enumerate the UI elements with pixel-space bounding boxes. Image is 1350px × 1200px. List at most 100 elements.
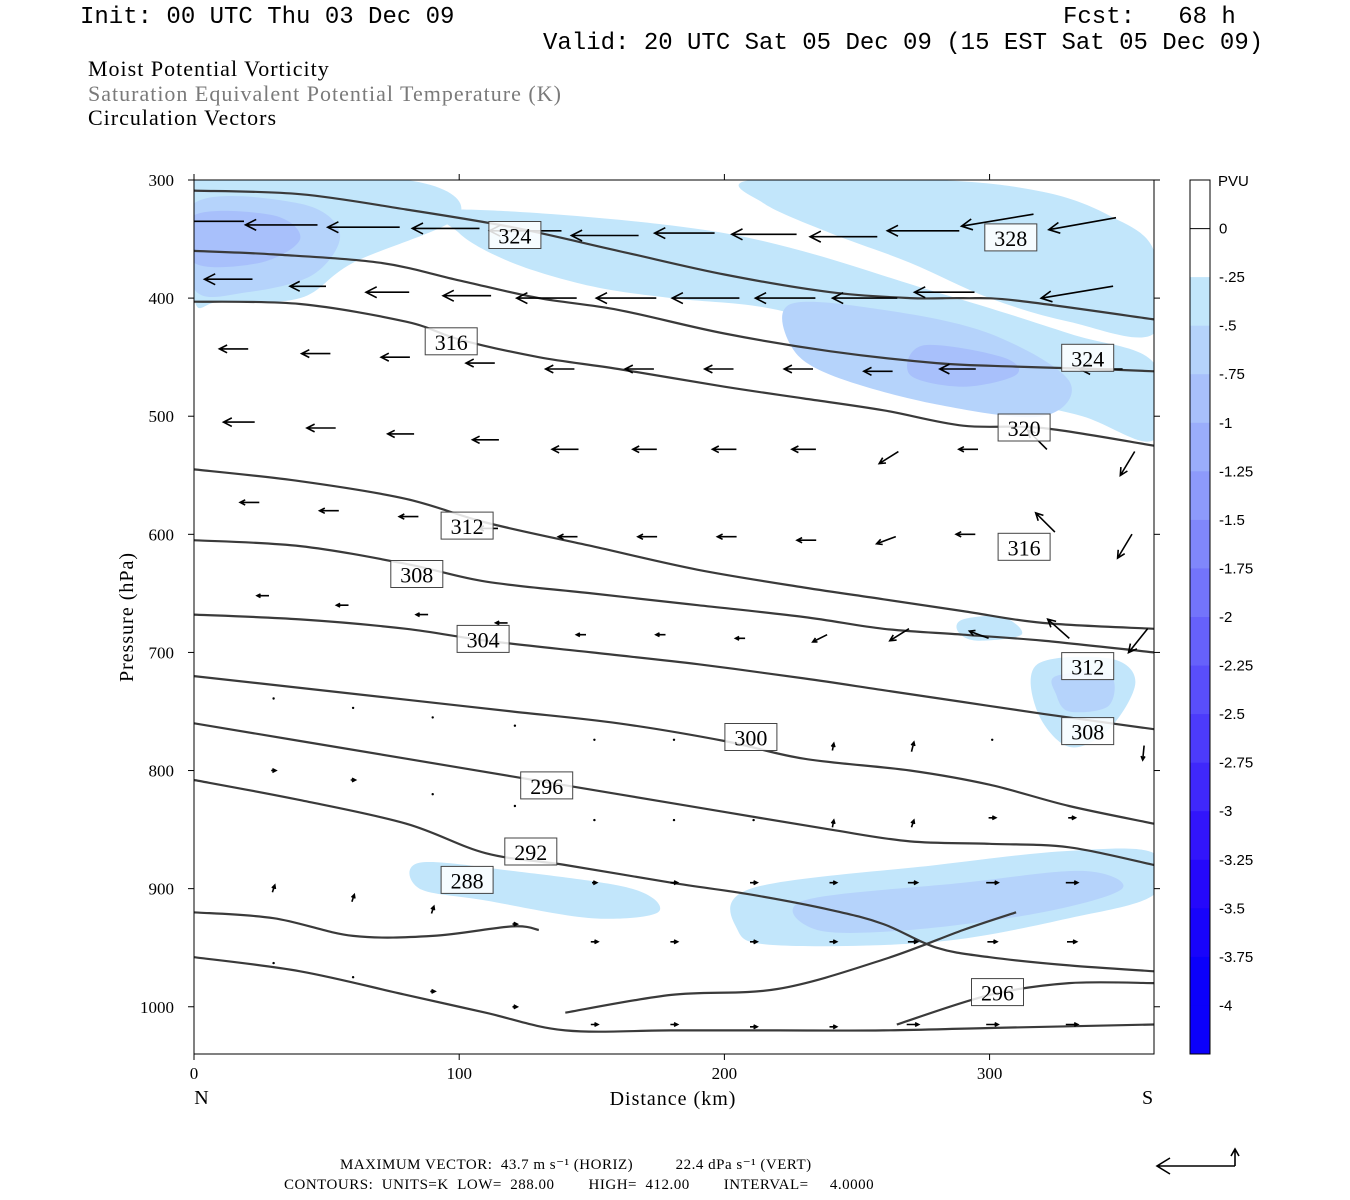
contour-label: 324 — [1061, 343, 1115, 372]
contour-label-text: 296 — [981, 981, 1014, 1006]
contour-label: 296 — [520, 771, 574, 800]
circulation-vector — [829, 880, 839, 886]
circulation-vector — [414, 612, 429, 618]
circulation-vector — [202, 273, 253, 286]
vector-dot — [593, 818, 596, 822]
circulation-vector — [305, 423, 336, 433]
circulation-vector — [811, 633, 828, 643]
theta-es-contour — [194, 778, 1154, 973]
circulation-vector — [782, 364, 813, 374]
circulation-vector — [397, 513, 419, 520]
circulation-vector — [750, 939, 759, 945]
circulation-vector — [829, 1024, 839, 1030]
colorbar-label: -1 — [1219, 415, 1232, 432]
vector-dot — [513, 724, 517, 727]
colorbar-segment — [1190, 180, 1210, 230]
circulation-vector — [790, 445, 816, 454]
circulation-vector — [652, 226, 715, 240]
contour-label: 288 — [440, 865, 494, 894]
circulation-vector — [1127, 628, 1149, 654]
contour-label-box — [488, 221, 542, 249]
circulation-vector — [238, 499, 260, 506]
circulation-vector — [907, 880, 920, 886]
contour-label: 316 — [424, 327, 478, 356]
circulation-vector — [912, 286, 975, 299]
colorbar-label: 0 — [1219, 221, 1227, 238]
circulation-vector — [670, 291, 740, 305]
circulation-vector — [1065, 880, 1080, 886]
circulation-vector — [670, 1021, 680, 1028]
vector-dot — [752, 818, 755, 822]
contour-label: 296 — [971, 978, 1024, 1007]
circulation-vector — [938, 363, 976, 375]
contour-label-text: 300 — [734, 726, 767, 751]
contour-label: 320 — [997, 413, 1051, 442]
circulation-vector — [512, 1004, 520, 1010]
circulation-vector — [959, 213, 1034, 231]
circulation-vector — [594, 291, 657, 305]
circulation-vector — [906, 1021, 921, 1028]
colorbar-label: -3.25 — [1219, 852, 1253, 869]
theta-es-contours — [194, 189, 1154, 1033]
forecast-hour: Fcst: 68 h — [1063, 4, 1236, 31]
max-vector-note: MAXIMUM VECTOR: 43.7 m s⁻¹ (HORIZ) 22.4 … — [340, 1157, 812, 1173]
pv-region — [1051, 671, 1115, 713]
circulation-vector — [670, 880, 680, 886]
contour-label-text: 312 — [1071, 655, 1104, 680]
colorbar-label: -1.5 — [1219, 512, 1245, 529]
circulation-vector — [590, 1021, 600, 1028]
vector-dot — [351, 976, 355, 979]
circulation-vector — [631, 445, 657, 454]
colorbar-label: -2.5 — [1219, 706, 1245, 723]
circulation-vector — [379, 352, 410, 362]
vector-dot — [431, 716, 434, 719]
circulation-vector — [243, 218, 318, 232]
colorbar-segment — [1190, 762, 1210, 812]
circulation-vector — [299, 348, 331, 359]
circulation-vector — [271, 767, 278, 774]
vector-dot — [513, 804, 517, 808]
colorbar-label: -3.5 — [1219, 900, 1245, 917]
contour-label-box — [997, 532, 1051, 561]
x-axis-title: Distance (km) — [610, 1088, 737, 1110]
reference-vector-arrow — [1155, 1147, 1240, 1175]
plot-frame — [193, 179, 1155, 1055]
circulation-vector — [829, 939, 839, 945]
y-tick-label: 400 — [149, 289, 175, 308]
contour-label-box — [440, 865, 494, 894]
circulation-vector — [967, 629, 989, 640]
circulation-vector — [364, 286, 410, 299]
circulation-vector — [194, 220, 244, 223]
colorbar-label: -.25 — [1219, 269, 1245, 286]
y-tick-label: 800 — [149, 762, 175, 781]
pv-region — [792, 870, 1124, 933]
circulation-vector — [1119, 451, 1136, 478]
circulation-vector — [910, 740, 916, 752]
circulation-vector — [1034, 511, 1056, 533]
colorbar-segment — [1190, 568, 1210, 618]
circulation-vector — [1046, 618, 1070, 639]
vector-dot — [672, 818, 676, 822]
field-label-vectors: Circulation Vectors — [88, 105, 278, 130]
circulation-vector — [623, 364, 654, 374]
vector-dot — [991, 738, 994, 741]
circulation-vector — [750, 1024, 759, 1030]
contour-label-text: 324 — [1071, 346, 1104, 371]
vector-dot — [272, 697, 275, 700]
colorbar-segment — [1190, 908, 1210, 958]
colorbar-segment — [1190, 811, 1210, 861]
circulation-vector — [574, 632, 586, 638]
colorbar-label: -2 — [1219, 609, 1232, 626]
colorbar-segment — [1190, 422, 1210, 472]
circulation-vector — [1047, 216, 1117, 234]
circulation-vector — [987, 939, 999, 945]
contour-label-box — [997, 413, 1051, 442]
colorbar-label: -3 — [1219, 803, 1232, 820]
circulation-vector — [334, 602, 349, 608]
circulation-vector — [907, 939, 920, 945]
circulation-vector — [543, 364, 575, 374]
y-tick-label: 900 — [149, 880, 175, 899]
contour-label: 328 — [984, 223, 1038, 252]
contour-label-box — [520, 771, 574, 800]
colorbar-segment — [1190, 617, 1210, 667]
